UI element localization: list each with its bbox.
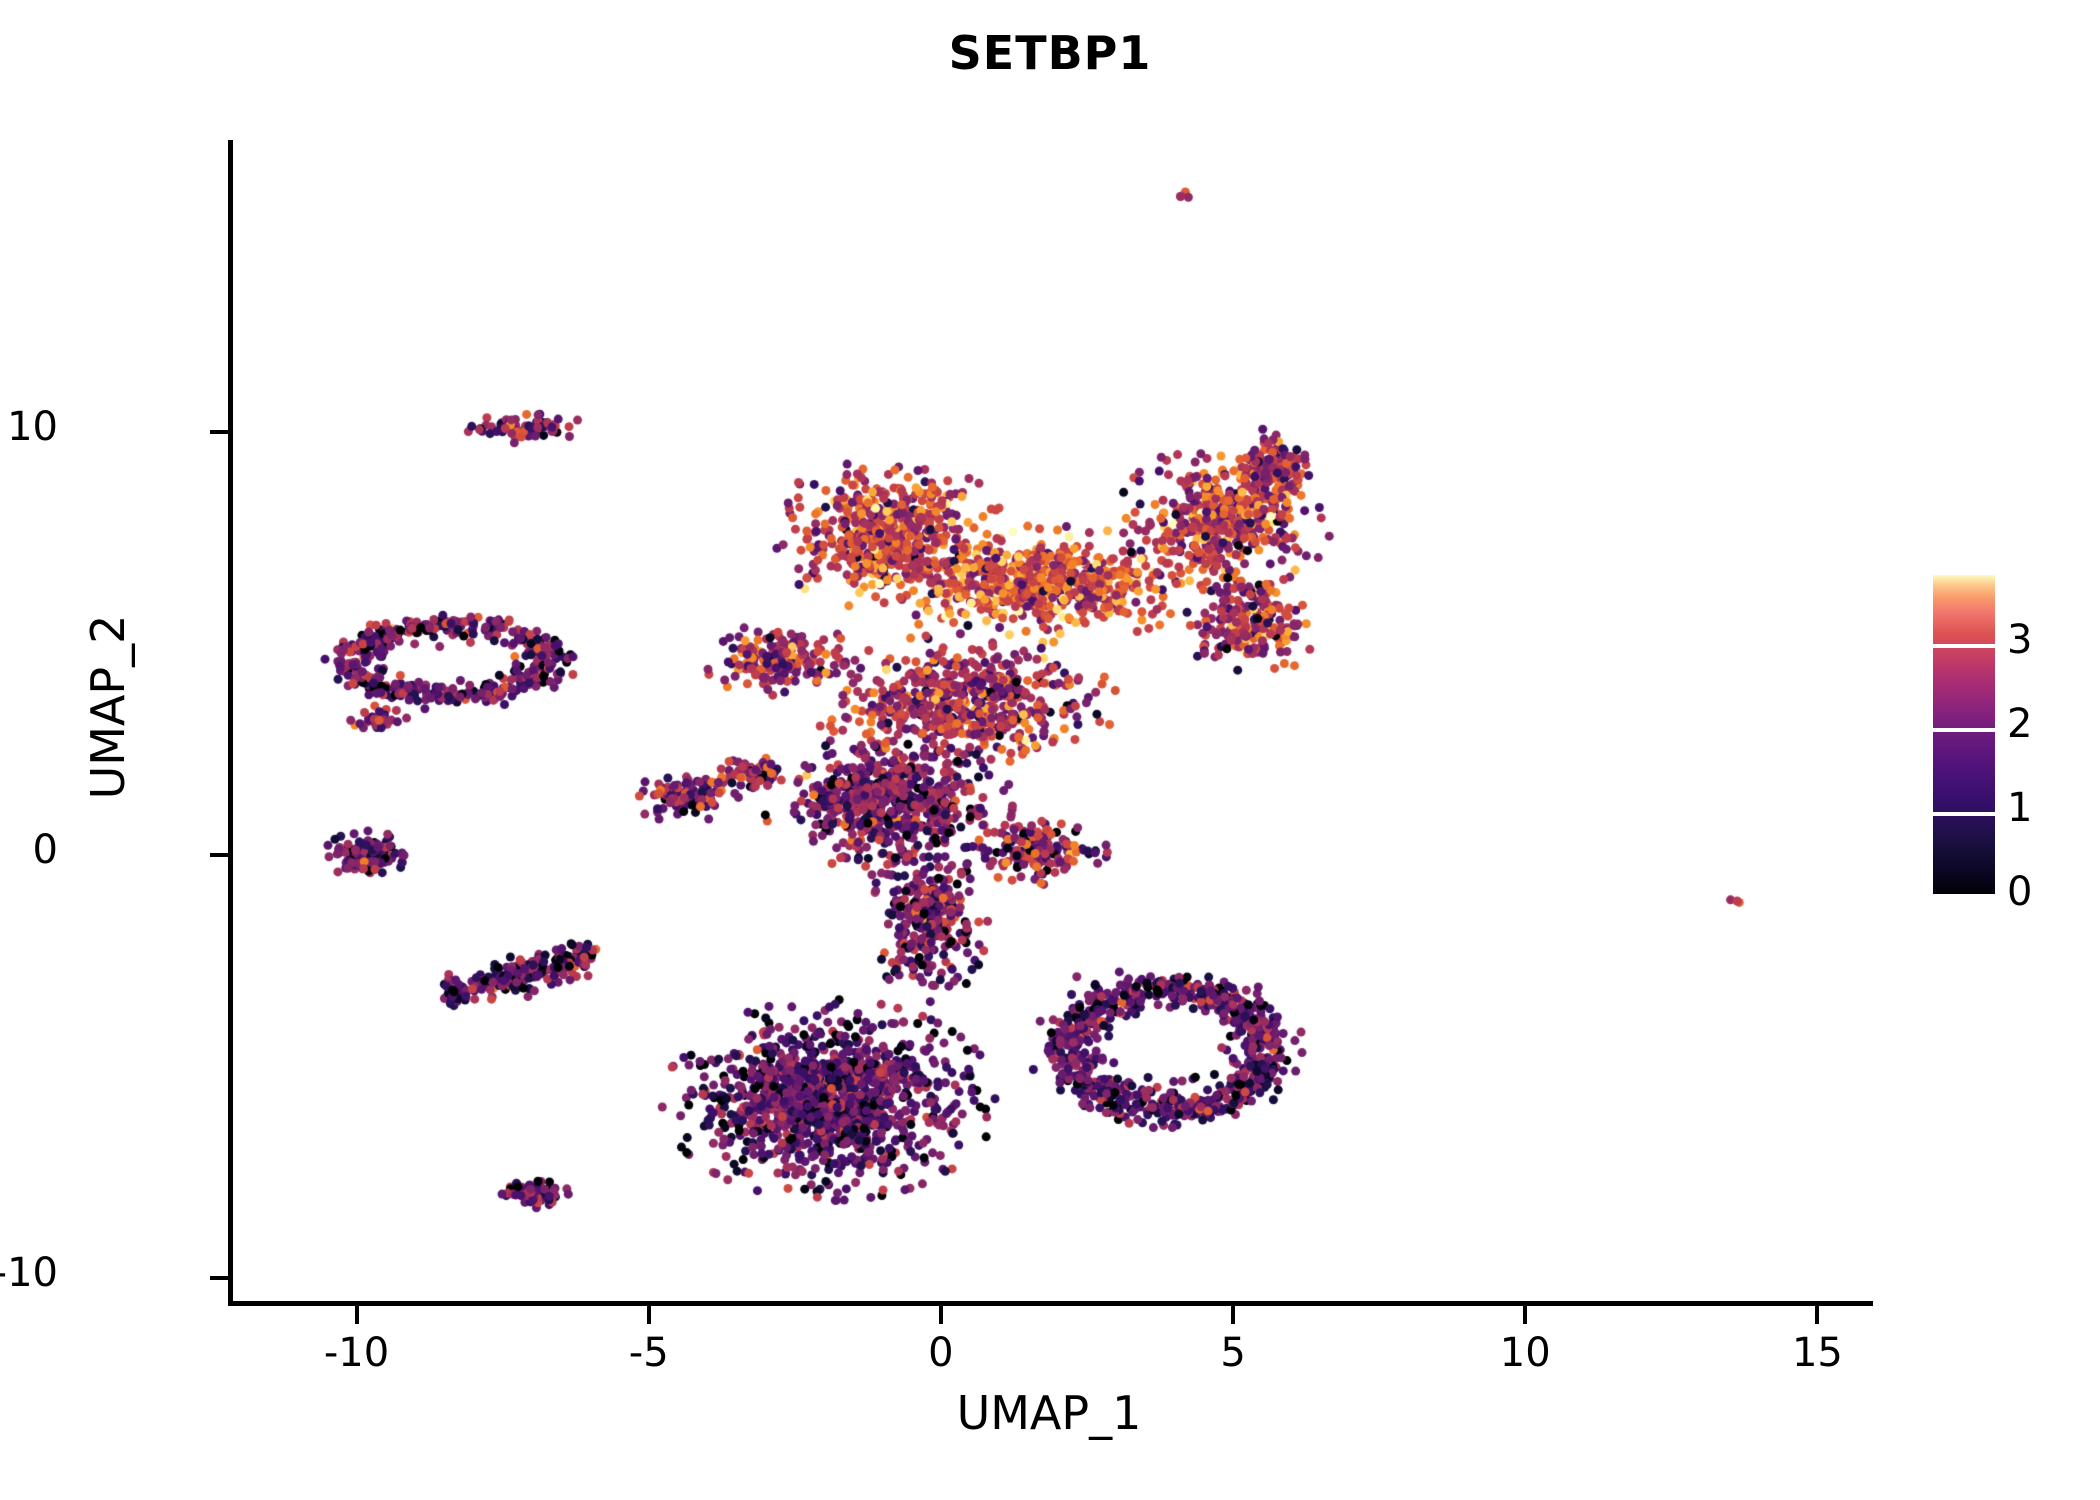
x-tick-label: 15 xyxy=(1791,1330,1843,1376)
x-tick-mark xyxy=(1231,1306,1236,1324)
scatter-plot-points xyxy=(228,140,1870,1303)
x-tick-mark xyxy=(1815,1306,1820,1324)
colorbar-tick-mark xyxy=(1933,644,1995,649)
x-axis-label: UMAP_1 xyxy=(956,1386,1142,1440)
x-tick-mark xyxy=(354,1306,359,1324)
y-tick-mark xyxy=(210,429,228,434)
x-tick-label: 5 xyxy=(1220,1330,1246,1376)
colorbar-tick-label: 1 xyxy=(2007,785,2033,832)
colorbar-tick-label: 3 xyxy=(2007,617,2033,664)
x-tick-mark xyxy=(1523,1306,1528,1324)
colorbar-tick-mark xyxy=(1933,812,1995,817)
x-tick-mark xyxy=(646,1306,651,1324)
colorbar-tick-mark xyxy=(1933,894,1995,898)
y-tick-mark xyxy=(210,852,228,857)
page-title: SETBP1 xyxy=(948,26,1152,80)
x-tick-label: 10 xyxy=(1499,1330,1551,1376)
y-tick-mark xyxy=(210,1275,228,1280)
y-tick-label: -10 xyxy=(0,1249,58,1296)
y-tick-label: 10 xyxy=(7,403,58,450)
x-axis-spine xyxy=(228,1301,1873,1306)
colorbar-tick-label: 2 xyxy=(2007,701,2033,748)
x-tick-label: -5 xyxy=(628,1330,669,1376)
colorbar-tick-mark xyxy=(1933,728,1995,733)
x-tick-label: 0 xyxy=(928,1330,954,1376)
y-tick-label: 0 xyxy=(32,826,58,873)
colorbar-tick-label: 0 xyxy=(2007,869,2033,915)
colorbar-gradient xyxy=(1933,575,1995,898)
x-tick-label: -10 xyxy=(323,1330,390,1376)
x-tick-mark xyxy=(938,1306,943,1324)
y-axis-label: UMAP_2 xyxy=(81,614,135,800)
